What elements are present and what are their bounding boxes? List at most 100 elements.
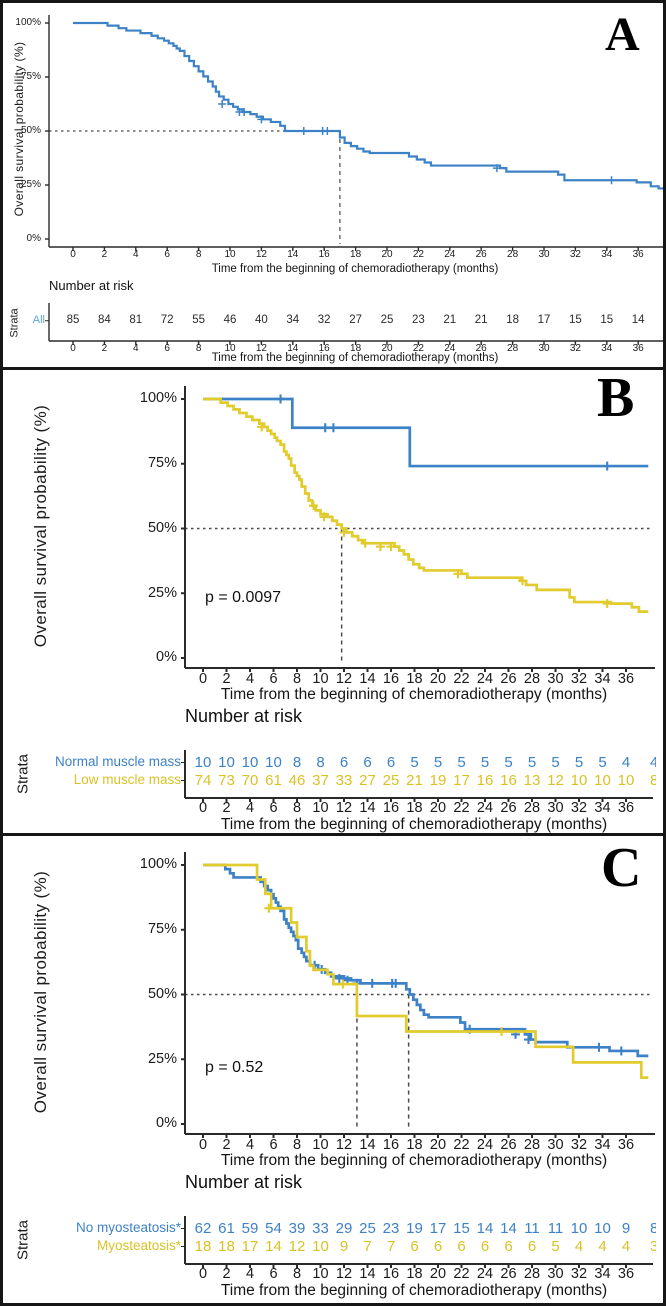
risk-x-tick-label: 32 (570, 800, 588, 816)
x-tick-label: 14 (287, 249, 299, 260)
risk-x-tick-label: 10 (224, 343, 236, 354)
x-tick-label: 36 (632, 249, 644, 260)
panel-letter-b: B (597, 370, 635, 429)
y-tick-label: 0% (26, 232, 41, 244)
risk-x-tick-label: 14 (359, 800, 376, 816)
y-tick-label: 100% (15, 16, 41, 28)
risk-x-tick-label: 8 (292, 800, 302, 816)
x-tick-label: 20 (429, 671, 447, 687)
x-tick-label: 34 (594, 1137, 611, 1153)
risk-row-label: Low muscle mass (73, 772, 181, 788)
x-tick-label: 14 (359, 1137, 376, 1153)
risk-x-tick-label: 34 (601, 343, 613, 354)
risk-row-label: All (32, 313, 45, 326)
x-axis-label: Time from the beginning of chemoradiothe… (211, 263, 499, 275)
risk-x-tick-label: 6 (164, 343, 170, 354)
strata-axis-label: Strata (8, 308, 21, 338)
risk-x-axis-label: Time from the beginning of chemoradiothe… (220, 816, 608, 833)
y-tick-label: 0% (156, 649, 177, 666)
km-curve-all (73, 21, 663, 190)
x-tick-label: 32 (570, 1137, 588, 1153)
x-tick-label: 26 (500, 1137, 517, 1153)
risk-x-tick-label: 24 (476, 800, 494, 816)
y-tick-label: 50% (147, 985, 177, 1002)
risk-x-tick-label: 32 (569, 343, 581, 354)
risk-x-tick-label: 10 (312, 1266, 329, 1282)
x-tick-label: 10 (312, 1137, 329, 1153)
x-tick-label: 6 (164, 249, 170, 260)
risk-row-label: Normal muscle mass (54, 754, 181, 770)
risk-x-tick-label: 32 (570, 1266, 588, 1282)
x-tick-label: 22 (412, 249, 424, 260)
risk-x-tick-label: 8 (195, 343, 202, 354)
risk-x-tick-label: 14 (359, 1266, 376, 1282)
x-tick-label: 18 (406, 671, 423, 687)
x-tick-label: 30 (538, 249, 550, 260)
risk-x-tick-label: 8 (292, 1266, 302, 1282)
risk-x-tick-label: 28 (523, 800, 541, 816)
risk-x-tick-label: 22 (453, 1266, 470, 1282)
x-tick-label: 4 (133, 249, 139, 260)
risk-x-tick-label: 20 (381, 343, 393, 354)
y-axis-label: Overall survival probability (%) (12, 41, 26, 217)
y-tick-label: 100% (139, 390, 177, 407)
risk-x-tick-label: 18 (406, 1266, 423, 1282)
risk-row-label: Myosteatosis* (96, 1238, 181, 1254)
risk-x-axis-label: Time from the beginning of chemoradiothe… (220, 1282, 608, 1299)
x-tick-label: 8 (292, 1137, 302, 1153)
x-tick-label: 0 (198, 671, 208, 687)
km-plot-svg-B (181, 386, 655, 802)
risk-x-tick-label: 0 (70, 343, 76, 354)
y-tick-label: 75% (20, 70, 41, 82)
x-tick-label: 36 (617, 1137, 635, 1153)
y-tick-label: 100% (139, 856, 177, 873)
risk-x-tick-label: 30 (547, 1266, 564, 1282)
risk-x-tick-label: 16 (318, 343, 330, 354)
x-tick-label: 16 (318, 249, 330, 260)
x-tick-label: 12 (255, 249, 267, 260)
x-tick-label: 14 (359, 671, 376, 687)
risk-x-tick-label: 6 (269, 1266, 278, 1282)
risk-x-tick-label: 18 (406, 800, 423, 816)
km-plot-svg-A (45, 15, 663, 345)
risk-x-tick-label: 34 (594, 800, 611, 816)
y-tick-label: 25% (147, 584, 177, 601)
x-tick-label: 8 (292, 671, 302, 687)
x-tick-label: 22 (453, 671, 470, 687)
x-tick-label: 0 (198, 1137, 208, 1153)
km-curve-low-muscle-mass (203, 397, 649, 613)
panel-letter-c: C (601, 837, 642, 899)
risk-x-tick-label: 16 (382, 800, 400, 816)
number-at-risk-title: Number at risk (49, 278, 134, 293)
y-tick-label: 25% (20, 178, 41, 190)
y-axis-label: Overall survival probability (%) (31, 870, 50, 1114)
x-tick-label: 36 (617, 671, 635, 687)
risk-x-tick-label: 26 (500, 800, 517, 816)
risk-x-tick-label: 18 (350, 343, 362, 354)
x-tick-label: 10 (312, 671, 329, 687)
risk-x-tick-label: 2 (222, 1266, 231, 1282)
risk-x-tick-label: 20 (429, 800, 447, 816)
risk-x-tick-label: 20 (429, 1266, 447, 1282)
x-tick-label: 32 (570, 671, 588, 687)
risk-x-tick-label: 12 (255, 343, 267, 354)
y-tick-label: 50% (20, 124, 41, 136)
x-tick-label: 30 (547, 671, 564, 687)
x-tick-label: 30 (547, 1137, 564, 1153)
number-at-risk-title: Number at risk (185, 1172, 303, 1192)
panel-b: 100% 75% 50% 25% 0% 0 2 4 6 8 10 12 14 16 18 20 22 24 26 28… (3, 370, 663, 833)
x-tick-label: 4 (245, 1137, 255, 1153)
x-tick-label: 12 (335, 671, 353, 687)
number-at-risk-title: Number at risk (185, 706, 303, 726)
risk-x-axis-label: Time from the beginning of chemoradiothe… (211, 352, 499, 364)
x-tick-label: 12 (335, 1137, 353, 1153)
risk-x-tick-label: 0 (198, 1266, 208, 1282)
risk-x-tick-label: 30 (547, 800, 564, 816)
risk-x-tick-label: 26 (475, 343, 487, 354)
panel-letter-a: A (605, 8, 640, 61)
panel-a: 100% 75% 50% 25% 0% 0 2 4 6 8 10 12 14 16 18 20 22 24 26 28… (3, 3, 663, 367)
x-tick-label: 24 (476, 1137, 494, 1153)
risk-x-tick-label: 24 (476, 1266, 494, 1282)
risk-x-tick-label: 16 (382, 1266, 400, 1282)
